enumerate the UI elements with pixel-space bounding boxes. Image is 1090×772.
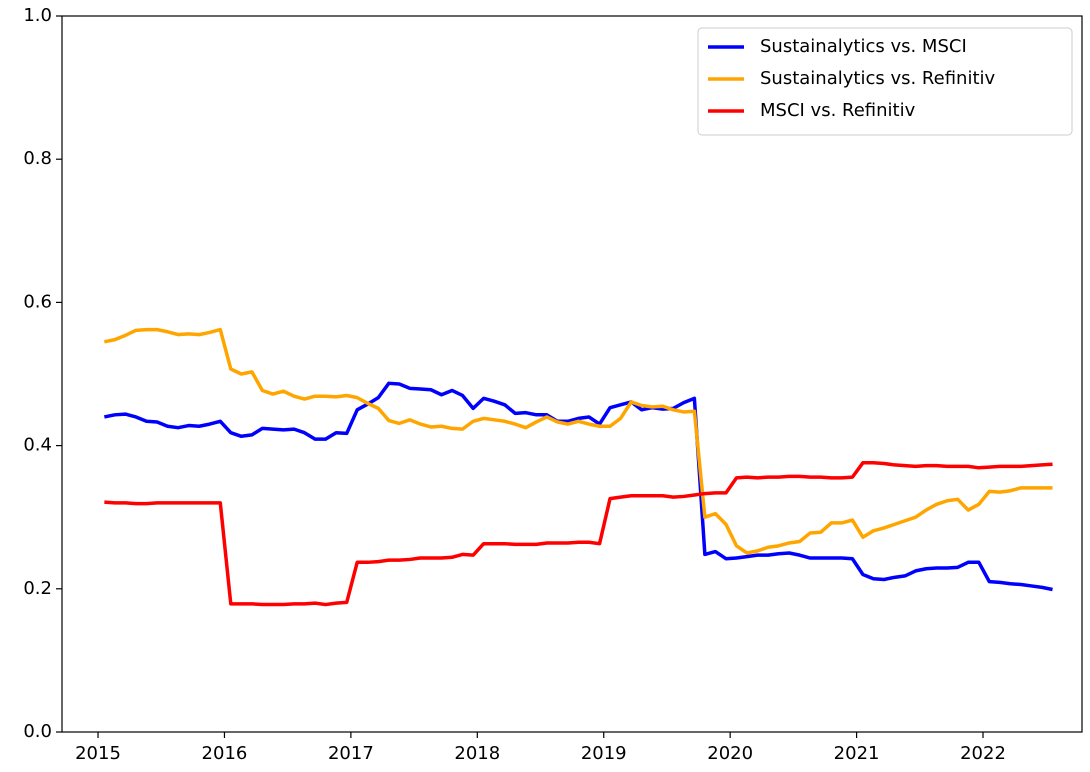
line-series — [104, 461, 1053, 607]
line-series — [103, 327, 1053, 555]
y-tick-label: 0.4 — [23, 435, 52, 456]
x-tick-label: 2019 — [581, 743, 627, 764]
y-tick-label: 0.6 — [23, 291, 52, 312]
x-tick-label: 2020 — [707, 743, 753, 764]
y-tick-label: 0.8 — [23, 148, 52, 169]
line-series — [103, 381, 1053, 592]
x-tick-label: 2017 — [328, 743, 374, 764]
legend-label: MSCI vs. Refinitiv — [760, 100, 916, 121]
x-tick-label: 2018 — [454, 743, 500, 764]
x-tick-label: 2021 — [834, 743, 880, 764]
plot-frame — [61, 15, 1083, 733]
x-tick-label: 2015 — [75, 743, 121, 764]
x-tick-label: 2016 — [202, 743, 248, 764]
legend-box — [697, 27, 1073, 136]
x-tick-label: 2022 — [960, 743, 1006, 764]
y-tick-label: 1.0 — [23, 5, 52, 26]
legend-label: Sustainalytics vs. Refinitiv — [760, 68, 995, 89]
y-tick-label: 0.0 — [23, 721, 52, 742]
y-tick-label: 0.2 — [23, 578, 52, 599]
legend-label: Sustainalytics vs. MSCI — [760, 36, 967, 57]
